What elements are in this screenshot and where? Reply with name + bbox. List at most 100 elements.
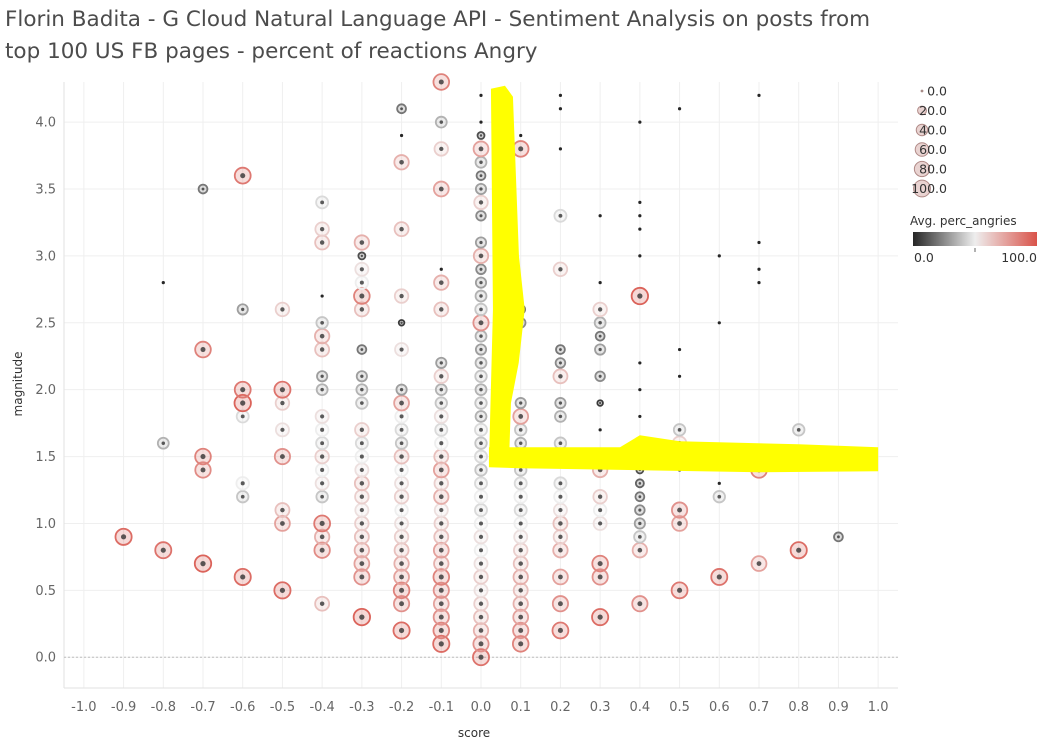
data-point-core <box>478 494 484 499</box>
data-point-core <box>558 547 563 553</box>
data-point-core <box>399 347 404 352</box>
data-point <box>154 541 173 560</box>
data-point-core <box>638 495 642 499</box>
x-tick-label: 0.8 <box>788 700 809 715</box>
data-point <box>314 528 331 545</box>
data-point <box>512 408 530 425</box>
data-point-mark <box>479 120 483 124</box>
data-point-core <box>478 601 484 606</box>
data-point <box>558 93 563 97</box>
data-point <box>558 107 563 111</box>
data-point-core <box>479 454 483 459</box>
data-point-core <box>359 307 365 312</box>
data-point-core <box>320 200 325 205</box>
data-point <box>552 261 569 277</box>
data-point-core <box>359 467 364 473</box>
data-point <box>314 341 331 358</box>
data-point-core <box>479 441 483 446</box>
data-point <box>551 595 569 613</box>
size-legend-item: 20.0 <box>917 103 947 118</box>
data-point <box>314 408 330 424</box>
data-point <box>474 329 488 343</box>
data-point-core <box>478 548 484 553</box>
data-point <box>594 343 607 356</box>
size-legend: 0.0 20.0 40.0 60.0 80.0 100.0 <box>911 84 947 198</box>
y-tick-label: 4.0 <box>35 116 56 131</box>
data-point-core <box>478 320 484 326</box>
data-point-core <box>360 401 364 405</box>
data-point <box>638 361 642 365</box>
data-point <box>434 383 448 397</box>
data-point-core <box>479 374 483 379</box>
data-point-core <box>438 186 444 192</box>
data-point-core <box>439 507 444 513</box>
data-point <box>393 448 410 465</box>
data-point <box>393 542 410 559</box>
data-point-core <box>479 347 483 352</box>
data-point <box>473 489 489 504</box>
size-legend-marker <box>914 142 930 157</box>
data-point <box>432 634 451 653</box>
data-point-core <box>120 534 127 540</box>
data-point-core <box>558 374 563 379</box>
data-point-core <box>518 441 523 445</box>
data-point-core <box>279 454 285 460</box>
data-point-core <box>597 494 603 499</box>
data-point-core <box>399 454 404 459</box>
data-point-core <box>438 280 444 285</box>
data-point-core <box>717 494 722 499</box>
data-point <box>315 316 329 330</box>
color-legend-min-label: 0.0 <box>914 250 934 265</box>
x-tick-label: 0.2 <box>550 700 571 715</box>
data-point <box>393 394 410 412</box>
data-point <box>432 541 450 559</box>
data-point-core <box>399 481 404 486</box>
data-point <box>474 236 488 249</box>
data-point <box>355 383 369 397</box>
data-point-core <box>479 481 483 486</box>
data-point <box>672 423 687 437</box>
data-point <box>434 115 448 129</box>
data-point-core <box>557 601 563 607</box>
size-legend-marker <box>913 179 931 198</box>
data-point <box>511 140 530 158</box>
data-point <box>514 397 527 410</box>
data-point-core <box>438 79 444 85</box>
data-point-core <box>637 547 643 553</box>
data-point-core <box>478 253 484 259</box>
data-point <box>235 476 250 491</box>
data-point-core <box>518 508 523 513</box>
data-point <box>236 303 249 316</box>
data-point-core <box>320 414 325 419</box>
size-legend-item: 40.0 <box>915 123 947 138</box>
data-point-core <box>598 521 603 526</box>
data-point-core <box>439 361 443 365</box>
data-point <box>314 328 331 345</box>
data-point <box>638 227 642 231</box>
data-point-core <box>399 547 404 553</box>
data-point-core <box>280 521 285 526</box>
data-point <box>472 622 490 639</box>
data-point <box>316 370 329 383</box>
data-point <box>432 608 450 626</box>
data-point-core <box>558 521 563 526</box>
data-point <box>592 516 608 531</box>
data-point <box>357 251 367 261</box>
data-point-core <box>597 574 603 580</box>
data-point <box>394 516 410 531</box>
data-point <box>433 301 450 318</box>
data-point-core <box>240 574 246 580</box>
x-tick-label: 0.4 <box>630 700 651 715</box>
data-point <box>474 383 488 397</box>
size-legend-item: 60.0 <box>914 142 947 157</box>
data-point-core <box>280 307 285 312</box>
data-point-core <box>479 401 483 405</box>
data-point-core <box>240 481 245 486</box>
data-point <box>512 582 529 599</box>
data-point-core <box>439 427 444 432</box>
data-point <box>356 344 368 355</box>
data-point <box>353 287 371 305</box>
data-point <box>710 568 729 586</box>
data-point-mark <box>598 428 602 432</box>
data-point <box>474 396 488 410</box>
